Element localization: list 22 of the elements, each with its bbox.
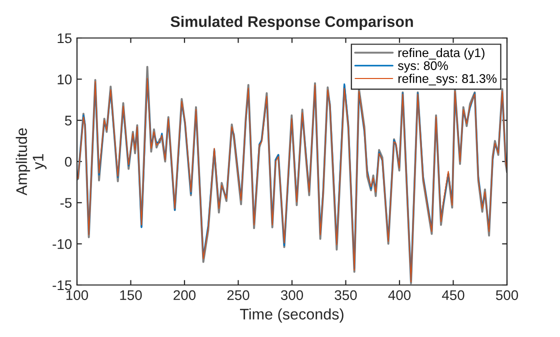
- y-tick-label: 0: [64, 156, 72, 167]
- y-tick-label: 15: [58, 33, 72, 44]
- x-tick-label: 500: [496, 290, 518, 300]
- x-tick-label: 200: [174, 290, 196, 300]
- legend-label: refine_data (y1): [398, 48, 484, 60]
- y-tick-label: 5: [64, 116, 72, 126]
- x-tick-label: 150: [120, 290, 142, 300]
- x-axis-title: Time (seconds): [240, 308, 344, 323]
- x-tick-label: 300: [280, 290, 304, 300]
- y-tick-label: 10: [58, 74, 72, 84]
- legend-label: refine_sys: 81.3%: [398, 74, 497, 86]
- x-tick-label: 100: [66, 290, 88, 300]
- y-tick-label: -10: [52, 239, 72, 250]
- x-tick-label: 250: [227, 290, 250, 300]
- legend-label: sys: 80%: [398, 61, 448, 73]
- x-tick-label: 400: [388, 290, 411, 300]
- x-tick-label: 350: [334, 290, 357, 300]
- x-tick-label: 450: [442, 290, 464, 300]
- chart-title: Simulated Response Comparison: [170, 16, 413, 30]
- y-axis-title: Amplitude y1: [16, 128, 47, 196]
- y-tick-label: -5: [60, 198, 72, 208]
- y-tick-label: -15: [52, 280, 72, 290]
